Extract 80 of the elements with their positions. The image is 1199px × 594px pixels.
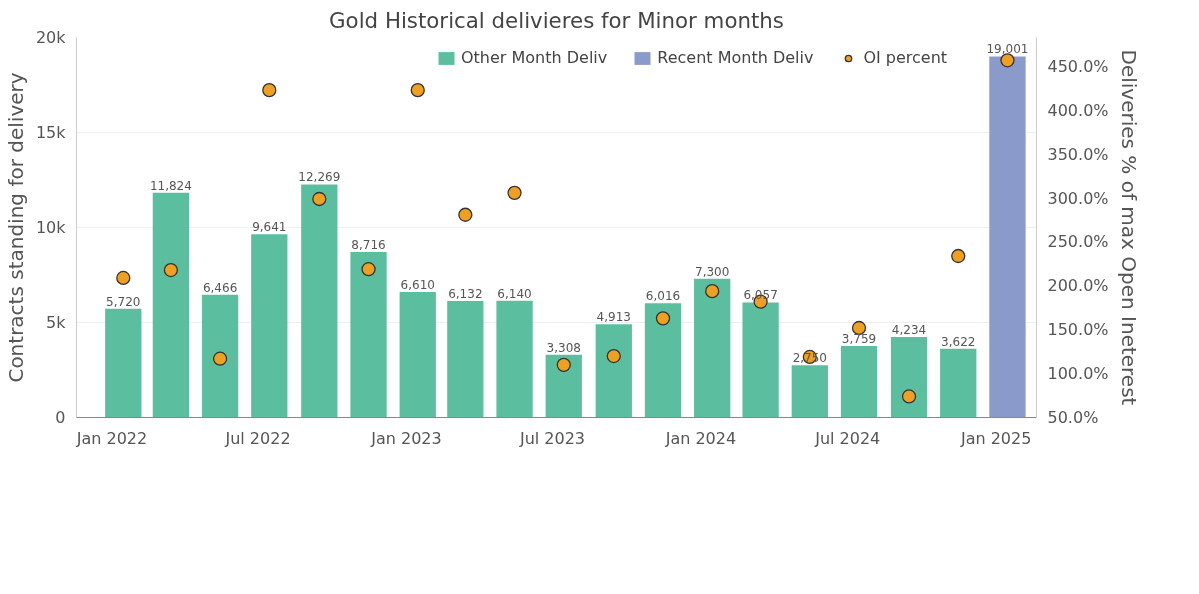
data-label: 19,001 [986,42,1029,57]
bar [890,337,928,418]
bar [940,348,977,418]
data-label: 7,300 [695,264,730,279]
x-tick-label: Jul 2022 [224,428,291,448]
data-label: 6,016 [645,289,681,304]
x-tick-label: Jul 2023 [518,428,586,448]
bar [105,308,142,418]
bar [447,300,484,418]
bar [496,300,533,418]
data-label: 8,716 [351,237,386,252]
bar [791,365,828,418]
point [1000,53,1015,68]
bar [644,303,682,418]
data-label: 11,824 [149,178,192,193]
data-label: 6,466 [202,280,238,295]
data-label: 5,720 [106,294,141,309]
y2-tick-label: 100.0% [1047,364,1109,384]
legend-label: Other Month Deliv [461,48,608,67]
data-label: 6,132 [448,286,483,301]
data-label: 6,610 [400,277,435,292]
y-axis-title: Contracts standing for delivery [3,72,28,383]
bar [545,354,582,418]
data-label: 3,759 [841,332,877,347]
data-label: 3,308 [546,340,581,355]
point [556,357,571,372]
y-tick-label: 20k [35,28,67,47]
bar [301,184,338,418]
y-tick-label: 5k [46,313,67,332]
point [410,83,425,98]
data-label: 3,622 [941,334,976,349]
y2-tick-label: 250.0% [1047,232,1109,252]
y2-tick-label: 50.0% [1047,408,1099,427]
bar [399,291,436,418]
point [705,283,720,299]
bar [595,324,632,418]
y-tick-label: 0 [55,408,66,427]
y-tick-label: 15k [35,123,67,142]
point [655,311,671,326]
point [606,348,621,364]
point [212,351,228,366]
point [901,389,917,404]
point [163,262,179,278]
y2-tick-label: 450.0% [1047,56,1109,76]
bar [742,302,779,418]
point [312,191,327,207]
point [458,207,473,222]
data-label: 4,234 [891,323,927,338]
point [507,185,522,200]
y2-tick-label: 150.0% [1047,320,1109,340]
point [361,262,376,277]
data-label: 12,269 [298,170,341,185]
y2-tick-label: 300.0% [1047,188,1109,208]
bar [201,294,239,418]
data-label: 9,641 [252,220,287,235]
y2-tick-label: 200.0% [1047,276,1109,296]
data-label: 4,913 [596,310,631,325]
bar [152,192,190,418]
bar [251,234,288,418]
bar [350,251,387,418]
chart-title: Gold Historical delivieres for Minor months [329,7,784,33]
legend-label: Recent Month Deliv [657,48,814,67]
data-label: 6,057 [743,288,778,303]
y2-axis-title: Deliveries % of max Open Ineterest [1116,49,1141,406]
point [951,248,966,264]
point [262,83,277,98]
y-tick-label: 10k [35,218,67,237]
point [116,270,131,286]
bar [989,56,1026,418]
x-tick-label: Jan 2024 [664,428,737,448]
legend-label: OI percent [863,48,948,67]
x-tick-label: Jan 2022 [75,428,148,448]
bar [840,346,878,418]
bar [694,278,731,418]
x-tick-label: Jan 2023 [370,428,442,448]
x-tick-label: Jul 2024 [814,428,881,448]
data-label: 6,140 [497,286,532,301]
y2-tick-label: 400.0% [1047,100,1109,120]
y2-tick-label: 350.0% [1047,144,1109,164]
x-tick-label: Jan 2025 [959,428,1032,448]
